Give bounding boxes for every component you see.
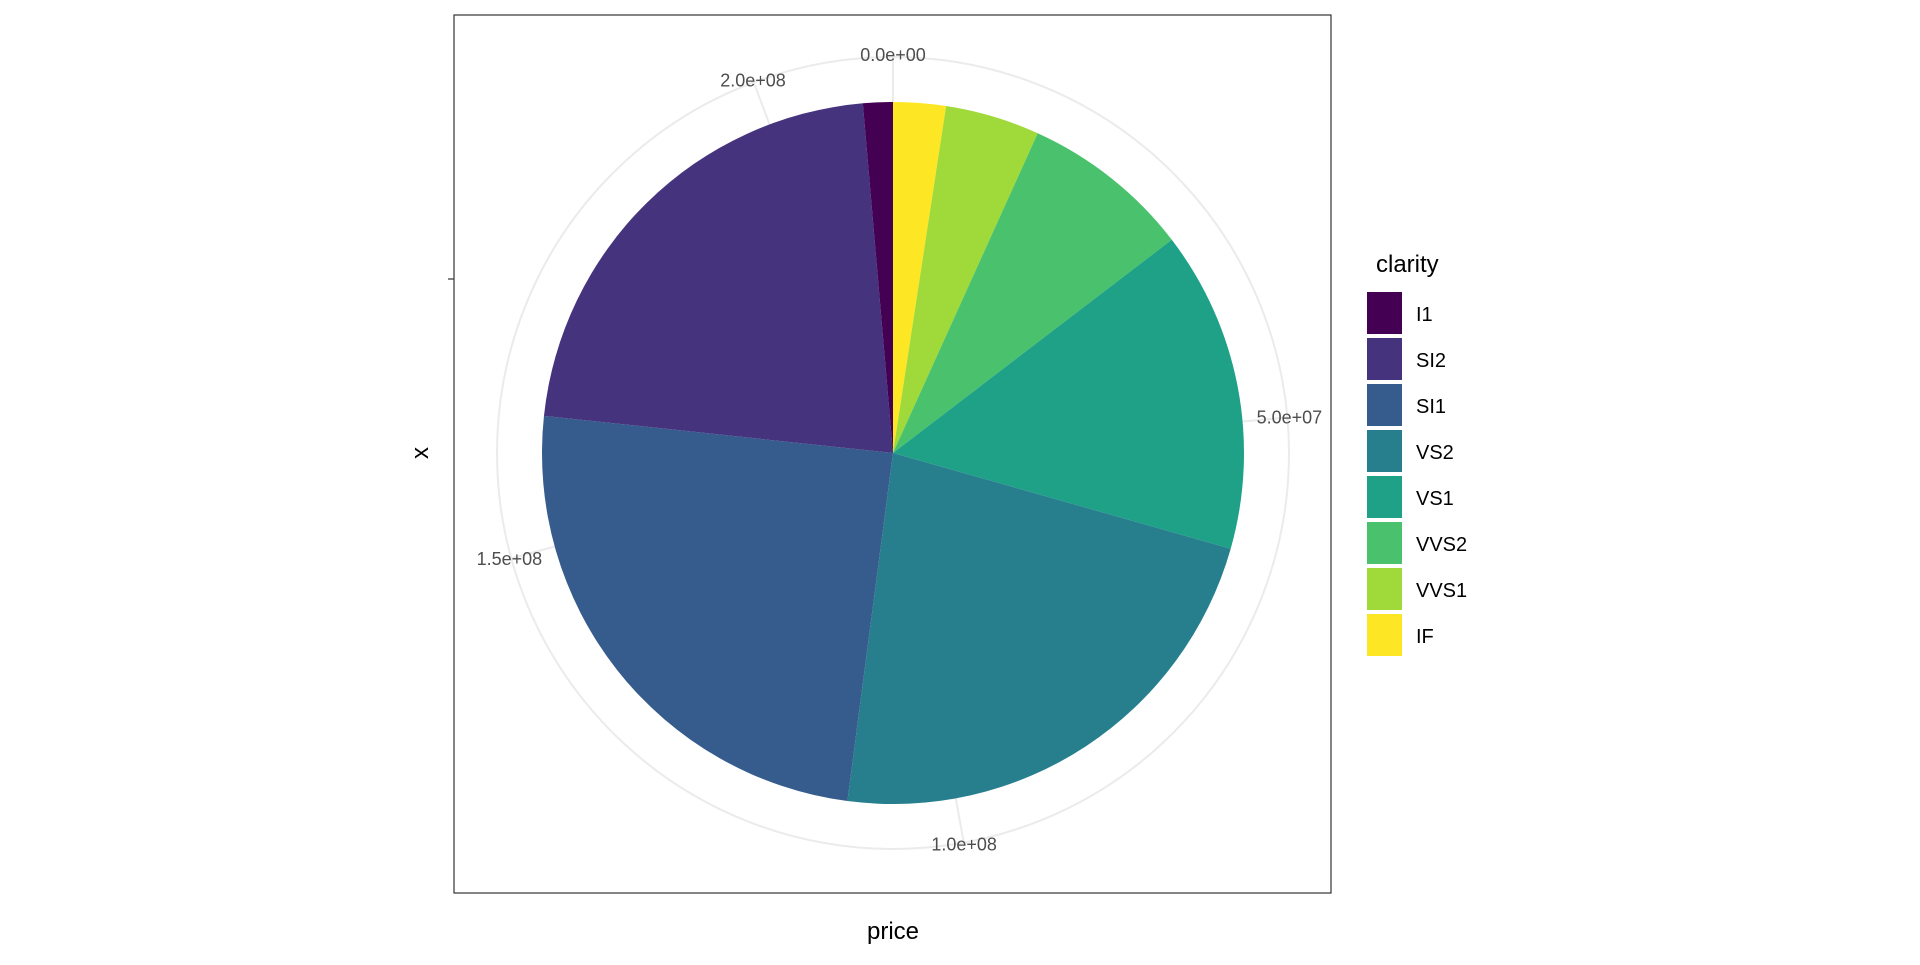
legend-key-i1 <box>1367 292 1402 334</box>
theta-tick-labels: 0.0e+00 5.0e+07 1.0e+08 1.5e+08 2.0e+08 <box>477 45 1323 855</box>
legend-key-vvs1 <box>1367 568 1402 610</box>
legend-label: SI1 <box>1416 396 1446 418</box>
theta-tick-label: 5.0e+07 <box>1257 407 1323 427</box>
legend-label: SI2 <box>1416 350 1446 372</box>
legend-label: VVS2 <box>1416 534 1467 556</box>
theta-tick-label: 1.0e+08 <box>931 835 997 855</box>
legend-label: VS1 <box>1416 488 1454 510</box>
legend-title: clarity <box>1376 251 1439 278</box>
legend-label: VS2 <box>1416 442 1454 464</box>
pie-slice-if <box>893 102 947 453</box>
legend-label: IF <box>1416 626 1434 648</box>
pie-slice-vs2 <box>847 453 1231 804</box>
theta-tick-label: 2.0e+08 <box>720 70 786 90</box>
pie-slices <box>542 102 1244 804</box>
legend-key-if <box>1367 614 1402 656</box>
legend: I1 SI2 SI1 VS2 VS1 VVS2 VVS1 IF <box>1367 292 1467 656</box>
legend-key-vs1 <box>1367 476 1402 518</box>
legend-key-vvs2 <box>1367 522 1402 564</box>
x-axis-title: price <box>867 918 919 945</box>
theta-tick-label: 1.5e+08 <box>477 549 543 569</box>
pie-slice-vvs1 <box>893 106 1038 454</box>
pie-slice-si1 <box>542 415 893 802</box>
legend-key-si1 <box>1367 384 1402 426</box>
panel-border <box>453 14 1332 894</box>
legend-label: I1 <box>1416 304 1433 326</box>
pie-slice-si2 <box>543 103 893 454</box>
legend-label: VVS1 <box>1416 580 1467 602</box>
legend-key-si2 <box>1367 338 1402 380</box>
pie-slice-vs1 <box>893 239 1244 549</box>
y-axis-title: x <box>407 447 434 459</box>
legend-key-vs2 <box>1367 430 1402 472</box>
pie-slice-vvs2 <box>893 133 1172 454</box>
theta-tick-label: 0.0e+00 <box>860 45 926 65</box>
pie-slice-i1 <box>862 102 893 453</box>
